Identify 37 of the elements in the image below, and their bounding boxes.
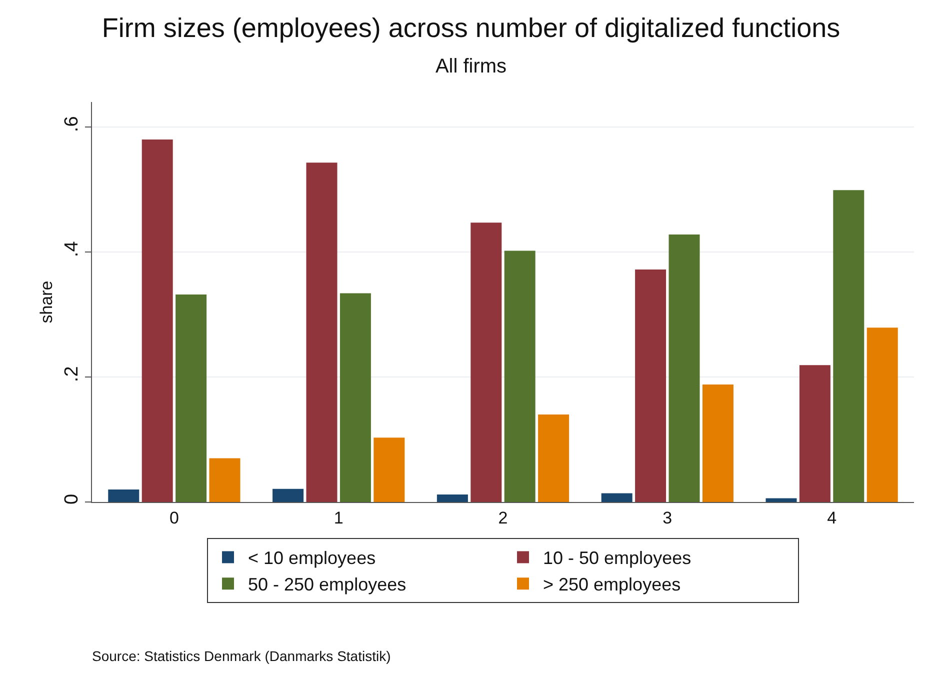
x-tick-label: 0	[169, 508, 179, 528]
bar	[668, 234, 700, 502]
bar	[470, 222, 502, 502]
y-tick-label: 0	[61, 494, 82, 504]
bar	[436, 494, 468, 502]
y-axis-title: share	[36, 280, 56, 324]
x-tick-label: 2	[498, 508, 508, 528]
y-tick-label: .4	[61, 240, 82, 258]
legend-label: > 250 employees	[543, 574, 681, 595]
bar	[176, 294, 207, 502]
bar	[340, 293, 371, 502]
bar	[601, 493, 632, 502]
bar	[538, 414, 570, 502]
bar	[209, 458, 240, 502]
legend-label: 50 - 250 employees	[248, 574, 406, 595]
legend-label: 10 - 50 employees	[543, 548, 692, 568]
bar	[866, 328, 898, 502]
y-tick-label: .2	[61, 366, 82, 382]
x-tick-label: 1	[334, 508, 344, 528]
bar	[142, 140, 173, 502]
source-note: Source: Statistics Denmark (Danmarks Statistik)	[92, 648, 391, 664]
bar	[702, 384, 734, 502]
chart-title: Firm sizes (employees) across number of digitalized functions	[102, 13, 840, 44]
bar	[504, 250, 536, 502]
bar	[306, 162, 338, 502]
bar	[799, 365, 830, 502]
legend-label: < 10 employees	[248, 548, 376, 568]
x-tick-label: 3	[662, 508, 672, 528]
bar	[374, 438, 405, 502]
x-tick-label: 4	[827, 508, 837, 528]
bar	[766, 498, 797, 502]
y-tick-label: .6	[61, 116, 82, 132]
bar	[108, 490, 140, 502]
bar	[833, 190, 864, 502]
bar	[272, 488, 304, 502]
bar	[635, 270, 666, 502]
chart-subtitle: All firms	[435, 55, 507, 78]
